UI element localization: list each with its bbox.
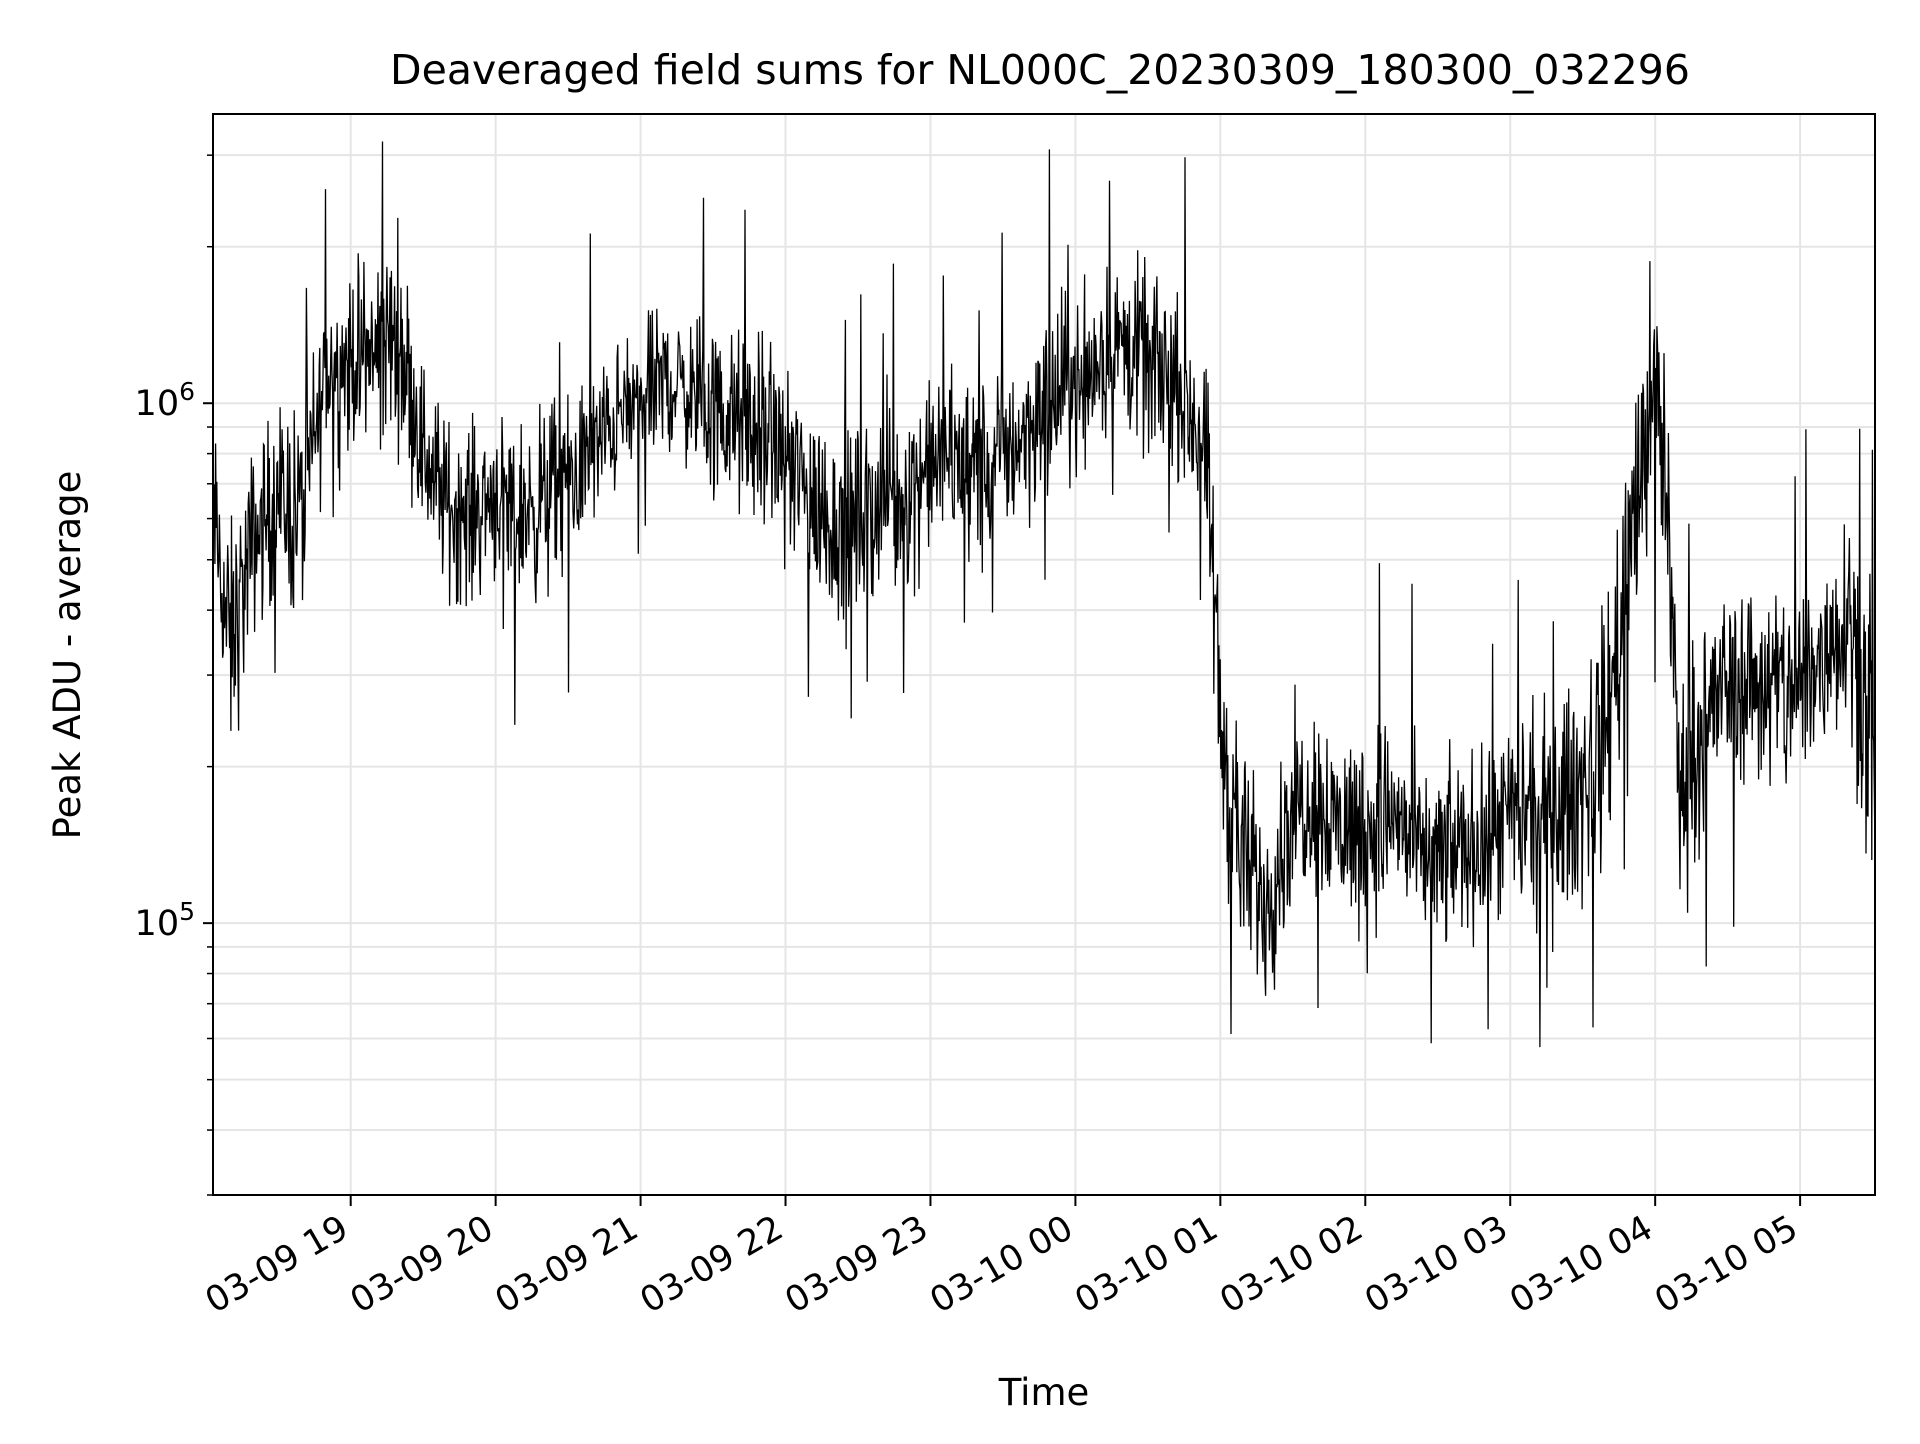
- x-tick-label: 03-09 20: [344, 1208, 500, 1321]
- y-axis-label: Peak ADU - average: [46, 471, 89, 840]
- y-tick-label: 105: [135, 897, 195, 944]
- chart-title: Deaveraged field sums for NL000C_2023030…: [390, 46, 1690, 94]
- x-tick-label: 03-09 23: [779, 1208, 935, 1321]
- x-axis-label: Time: [998, 1371, 1090, 1414]
- axes-frame: [212, 113, 1876, 1196]
- y-axis: 105 106: [135, 154, 213, 1196]
- x-tick-label: 03-09 19: [199, 1208, 355, 1321]
- x-tick-label: 03-10 02: [1213, 1208, 1369, 1321]
- x-tick-label: 03-10 03: [1358, 1208, 1514, 1321]
- grid-lines: [213, 114, 1875, 1196]
- x-tick-label: 03-09 22: [634, 1208, 790, 1321]
- series-line: [212, 141, 1876, 1048]
- plot-area: [212, 141, 1876, 1048]
- x-tick-label: 03-10 04: [1503, 1208, 1659, 1321]
- x-tick-label: 03-10 05: [1648, 1208, 1804, 1321]
- y-tick-label: 106: [135, 377, 195, 424]
- x-tick-label: 03-10 00: [924, 1208, 1080, 1321]
- x-tick-label: 03-10 01: [1069, 1208, 1225, 1321]
- x-tick-label: 03-09 21: [489, 1208, 645, 1321]
